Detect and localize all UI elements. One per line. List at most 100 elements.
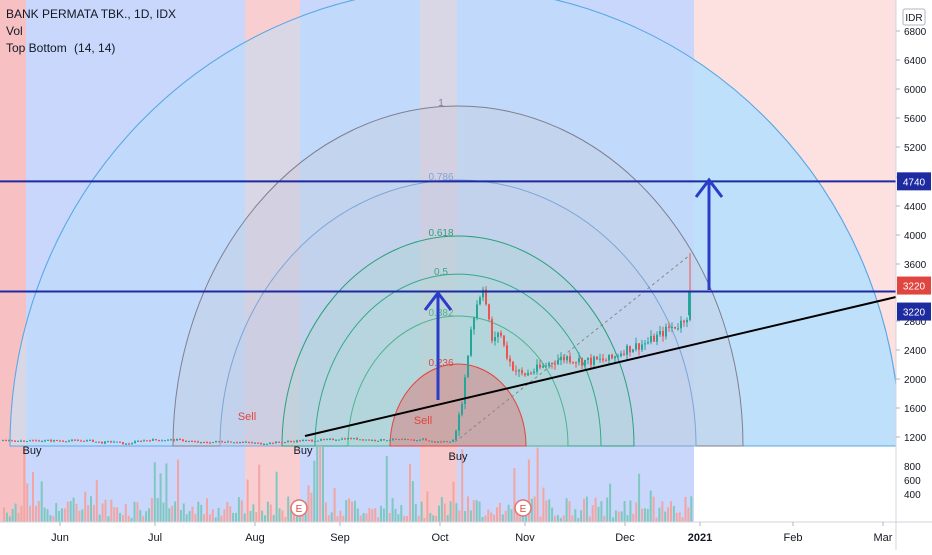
- candle-body: [440, 441, 442, 443]
- volume-bar: [75, 503, 78, 522]
- candle-body: [419, 439, 421, 441]
- volume-bar: [266, 501, 269, 522]
- volume-bar: [261, 510, 264, 522]
- candle-body: [191, 440, 193, 442]
- volume-bar: [380, 505, 382, 522]
- candle-body: [170, 439, 172, 441]
- candle-body: [647, 342, 649, 344]
- candle-body: [260, 442, 262, 445]
- volume-bar: [614, 510, 617, 522]
- volume-bar: [429, 513, 432, 522]
- volume-bar: [371, 509, 374, 522]
- volume-bar: [313, 460, 316, 522]
- candle-body: [362, 439, 364, 441]
- legend-symbol[interactable]: BANK PERMATA TBK., 1D, IDX: [6, 7, 177, 21]
- volume-bar: [432, 515, 435, 522]
- candle-body: [203, 442, 205, 444]
- candle-body: [413, 439, 415, 441]
- candle-body: [416, 440, 418, 442]
- volume-bar: [124, 504, 127, 522]
- candle-body: [608, 354, 610, 361]
- volume-bar: [609, 483, 612, 522]
- volume-bar: [391, 498, 394, 522]
- volume-bar: [670, 501, 672, 522]
- volume-bar: [617, 511, 620, 522]
- volume-bar: [208, 514, 211, 522]
- volume-bar: [345, 500, 348, 522]
- candle-body: [299, 440, 301, 442]
- volume-bar: [78, 510, 81, 522]
- candle-body: [533, 371, 535, 374]
- volume-bar: [206, 498, 208, 522]
- signal-sell: Sell: [238, 411, 256, 423]
- candle-body: [527, 372, 529, 376]
- candle-body: [278, 441, 280, 443]
- volume-bar: [594, 497, 597, 522]
- legend-indicator-name: Top Bottom: [6, 41, 67, 55]
- volume-bar: [171, 505, 174, 522]
- candle-body: [563, 356, 565, 361]
- fib-trend-dashed: [454, 254, 691, 443]
- volume-bar: [342, 515, 345, 522]
- candle-body: [83, 440, 85, 442]
- candle-body: [626, 345, 628, 355]
- band-overlay: [0, 0, 26, 522]
- volume-bar: [559, 517, 562, 522]
- candle-body: [482, 289, 484, 298]
- volume-bar: [348, 498, 351, 522]
- legend-indicator[interactable]: Top Bottom (14, 14): [6, 40, 176, 57]
- volume-bar: [63, 508, 66, 522]
- volume-bar: [92, 505, 95, 522]
- volume-bar: [554, 515, 556, 522]
- candle-body: [320, 439, 322, 441]
- volume-bar: [84, 491, 87, 522]
- volume-bar: [435, 515, 438, 522]
- candle-body: [668, 326, 670, 328]
- legend-vol[interactable]: Vol: [6, 24, 23, 38]
- earnings-label: E: [296, 504, 303, 515]
- y-tick-label: 5200: [904, 143, 927, 154]
- volume-bar: [414, 504, 417, 522]
- y-tick-label: 2400: [904, 346, 927, 357]
- volume-bar: [565, 498, 568, 522]
- volume-bar: [438, 505, 440, 522]
- candle-body: [161, 440, 163, 442]
- candle-body: [635, 343, 637, 350]
- x-tick-label: Jul: [148, 532, 162, 544]
- volume-bar: [646, 508, 649, 522]
- volume-bar: [675, 512, 678, 522]
- volume-bars: [3, 446, 693, 522]
- volume-bar: [226, 501, 229, 522]
- candle-body: [449, 441, 451, 443]
- fib-arcs: 1 0.786 0.618 0.5 0.382 0.236: [0, 0, 901, 522]
- volume-bar: [142, 516, 145, 522]
- volume-bar: [632, 513, 635, 522]
- volume-bar: [165, 463, 168, 522]
- candle-body: [338, 439, 340, 441]
- earnings-marker: [290, 499, 308, 517]
- volume-bar: [293, 514, 295, 522]
- candle-body: [290, 441, 292, 443]
- volume-bar: [316, 446, 319, 522]
- candle-body: [107, 441, 109, 443]
- drawings[interactable]: [0, 177, 897, 437]
- candle-body: [422, 438, 424, 440]
- volume-bar: [200, 504, 203, 522]
- candle-body: [572, 362, 574, 364]
- candle-body: [41, 441, 43, 443]
- band-overlay: [420, 0, 457, 522]
- volume-bar: [310, 492, 313, 522]
- candle-body: [314, 441, 316, 443]
- volume-tick-label: 800: [904, 462, 921, 473]
- candle-body: [500, 332, 502, 336]
- volume-bar: [121, 514, 124, 522]
- candle-body: [434, 441, 436, 443]
- candle-body: [380, 439, 382, 441]
- candle-body: [179, 439, 181, 441]
- volume-bar: [32, 471, 34, 522]
- candle-body: [653, 335, 655, 342]
- volume-bar: [687, 507, 690, 522]
- volume-bar: [243, 513, 246, 522]
